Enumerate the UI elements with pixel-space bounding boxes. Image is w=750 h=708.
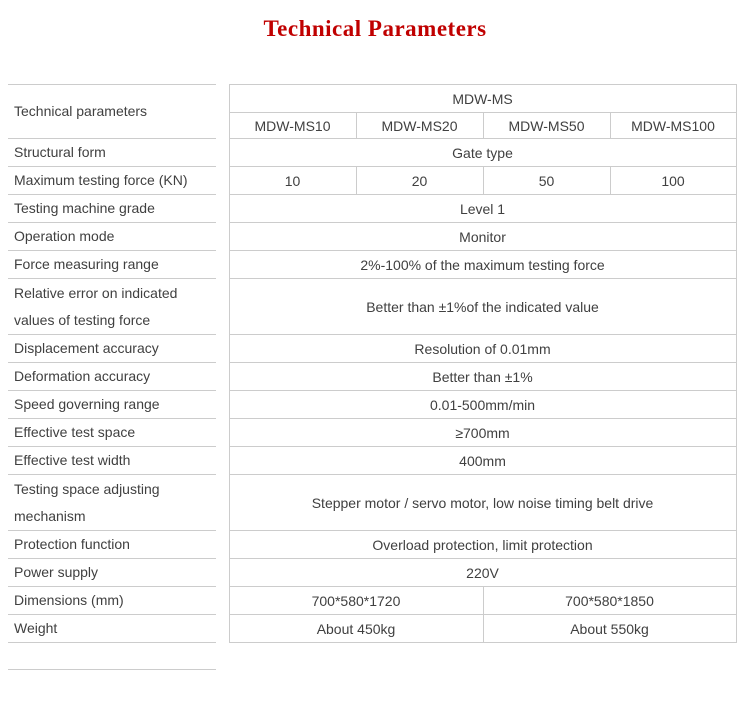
model-header: MDW-MS10	[228, 112, 357, 139]
table-row: Deformation accuracy Better than ±1%	[8, 362, 737, 391]
column-gap	[216, 363, 229, 391]
row-label: Testing machine grade	[8, 194, 216, 223]
row-label: Weight	[8, 614, 216, 643]
row-label: Testing space adjusting mechanism	[8, 474, 216, 531]
row-value: Stepper motor / servo motor, low noise t…	[228, 474, 737, 531]
column-gap	[216, 447, 229, 475]
row-label: Dimensions (mm)	[8, 586, 216, 615]
row-value: Gate type	[228, 138, 737, 167]
model-header: MDW-MS100	[609, 112, 737, 139]
row-value: Monitor	[228, 222, 737, 251]
row-value: ≥700mm	[228, 418, 737, 447]
row-label: Speed governing range	[8, 390, 216, 419]
row-value: 400mm	[228, 446, 737, 475]
column-gap	[216, 559, 229, 587]
row-label: Effective test space	[8, 418, 216, 447]
column-gap	[216, 85, 229, 139]
column-gap	[216, 167, 229, 195]
row-label: Operation mode	[8, 222, 216, 251]
table-row: Dimensions (mm) 700*580*1720 700*580*185…	[8, 586, 737, 615]
column-gap	[216, 195, 229, 223]
page-title: Technical Parameters	[263, 16, 487, 41]
row-value: 100	[609, 166, 737, 195]
row-value: Better than ±1%of the indicated value	[228, 278, 737, 335]
column-gap	[216, 475, 229, 531]
row-value: 50	[482, 166, 611, 195]
row-label: Power supply	[8, 558, 216, 587]
table-row: Testing space adjusting mechanism Steppe…	[8, 474, 737, 531]
group-header: MDW-MS	[228, 84, 737, 113]
row-value: 2%-100% of the maximum testing force	[228, 250, 737, 279]
row-value: 10	[228, 166, 357, 195]
column-gap	[216, 587, 229, 615]
row-label: Structural form	[8, 138, 216, 167]
row-value: Overload protection, limit protection	[228, 530, 737, 559]
column-gap	[216, 279, 229, 335]
column-gap	[216, 531, 229, 559]
column-gap	[216, 251, 229, 279]
row-value: Level 1	[228, 194, 737, 223]
row-value: 20	[355, 166, 484, 195]
table-row: Structural form Gate type	[8, 138, 737, 167]
model-header: MDW-MS20	[355, 112, 484, 139]
table-row-empty	[8, 642, 736, 670]
table-corner-label: Technical parameters	[8, 84, 216, 139]
table-row: Operation mode Monitor	[8, 222, 737, 251]
table-row: Displacement accuracy Resolution of 0.01…	[8, 334, 737, 363]
column-gap	[216, 391, 229, 419]
row-label: Relative error on indicated values of te…	[8, 278, 216, 335]
column-gap	[216, 139, 229, 167]
row-value: 220V	[228, 558, 737, 587]
table-row: Testing machine grade Level 1	[8, 194, 737, 223]
header-row-models: MDW-MS10 MDW-MS20 MDW-MS50 MDW-MS100	[8, 112, 737, 139]
table-row: Force measuring range 2%-100% of the max…	[8, 250, 737, 279]
row-value: About 550kg	[482, 614, 737, 643]
row-label: Displacement accuracy	[8, 334, 216, 363]
model-header: MDW-MS50	[482, 112, 611, 139]
table-row: Protection function Overload protection,…	[8, 530, 737, 559]
row-value: About 450kg	[228, 614, 484, 643]
empty-cell	[229, 643, 736, 670]
row-label: Effective test width	[8, 446, 216, 475]
column-gap	[216, 643, 229, 670]
table-row: Speed governing range 0.01-500mm/min	[8, 390, 737, 419]
row-label: Deformation accuracy	[8, 362, 216, 391]
row-label: Force measuring range	[8, 250, 216, 279]
header-row-group: Technical parameters MDW-MS	[8, 84, 737, 139]
table-row: Weight About 450kg About 550kg	[8, 614, 737, 643]
column-gap	[216, 223, 229, 251]
row-label-empty	[8, 642, 216, 670]
column-gap	[216, 419, 229, 447]
table-row: Relative error on indicated values of te…	[8, 278, 737, 335]
row-label: Maximum testing force (KN)	[8, 166, 216, 195]
table-row: Maximum testing force (KN) 10 20 50 100	[8, 166, 737, 195]
technical-parameters-table: Technical parameters MDW-MS MDW-MS10 MDW…	[8, 84, 737, 670]
row-value: 700*580*1850	[482, 586, 737, 615]
column-gap	[216, 615, 229, 643]
table-row: Effective test space ≥700mm	[8, 418, 737, 447]
table-row: Power supply 220V	[8, 558, 737, 587]
row-value: Resolution of 0.01mm	[228, 334, 737, 363]
table-row: Effective test width 400mm	[8, 446, 737, 475]
row-value: 0.01-500mm/min	[228, 390, 737, 419]
column-gap	[216, 335, 229, 363]
row-value: 700*580*1720	[228, 586, 484, 615]
row-label: Protection function	[8, 530, 216, 559]
row-value: Better than ±1%	[228, 362, 737, 391]
